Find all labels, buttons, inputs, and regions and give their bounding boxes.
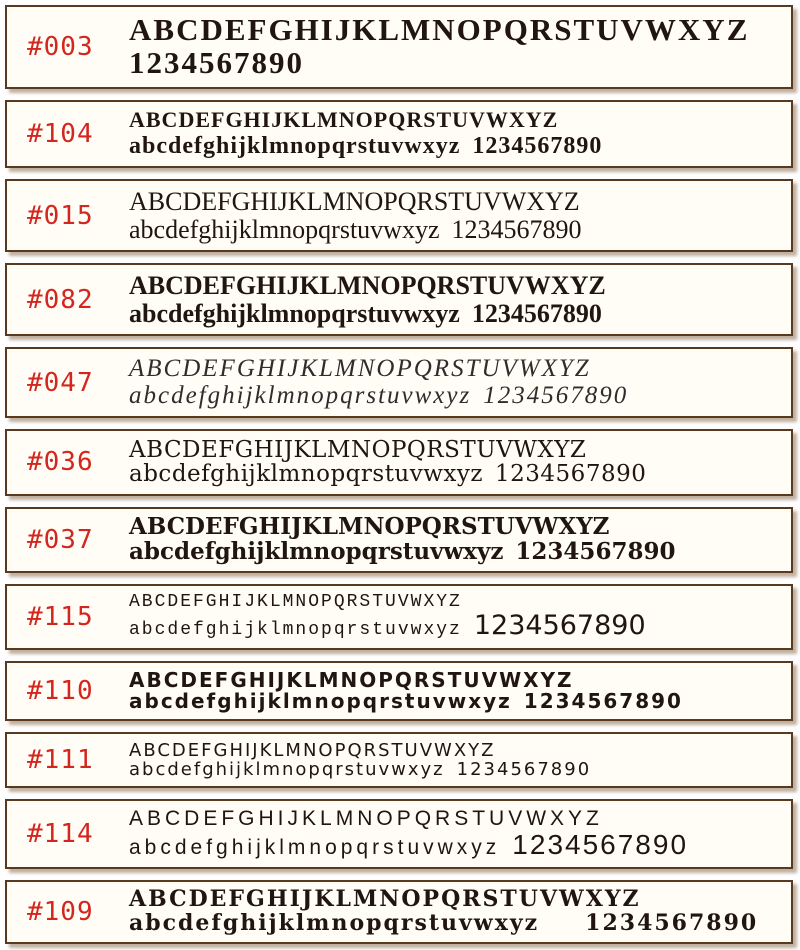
font-row-109[interactable]: #109 ABCDEFGHIJKLMNOPQRSTUVWXYZ abcdefgh… xyxy=(5,879,793,944)
lowercase-sample: abcdefghijklmnopqrstuvwxyz xyxy=(129,132,461,159)
uppercase-sample: ABCDEFGHIJKLMNOPQRSTUVWXYZ xyxy=(129,355,591,382)
uppercase-sample-line: ABCDEFGHIJKLMNOPQRSTUVWXYZ xyxy=(129,355,785,383)
lowercase-sample: abcdefghijklmnopqrstuvwxyz xyxy=(129,835,501,859)
uppercase-sample-line: ABCDEFGHIJKLMNOPQRSTUVWXYZ xyxy=(129,515,785,539)
digits-sample: 1234567890 xyxy=(515,537,676,565)
font-row-114[interactable]: #114 ABCDEFGHIJKLMNOPQRSTUVWXYZ abcdefgh… xyxy=(5,798,793,869)
font-row-015[interactable]: #015 ABCDEFGHIJKLMNOPQRSTUVWXYZ abcdefgh… xyxy=(5,179,793,253)
uppercase-sample: ABCDEFGHIJKLMNOPQRSTUVWXYZ xyxy=(129,886,641,913)
lowercase-sample: abcdefghijklmnopqrstuvwxyz xyxy=(129,620,462,641)
font-sample: ABCDEFGHIJKLMNOPQRSTUVWXYZ abcdefghijklm… xyxy=(129,438,791,487)
lowercase-digits-line: abcdefghijklmnopqrstuvwxyz 1234567890 xyxy=(129,760,785,779)
uppercase-sample: ABCDEFGHIJKLMNOPQRSTUVWXYZ xyxy=(129,513,610,541)
uppercase-sample-line: ABCDEFGHIJKLMNOPQRSTUVWXYZ xyxy=(129,741,785,760)
font-row-110[interactable]: #110 ABCDEFGHIJKLMNOPQRSTUVWXYZ abcdefgh… xyxy=(5,660,793,721)
lowercase-sample: abcdefghijklmnopqrstuvwxyz xyxy=(129,688,512,713)
font-row-111[interactable]: #111 ABCDEFGHIJKLMNOPQRSTUVWXYZ abcdefgh… xyxy=(5,731,793,788)
lowercase-digits-line: abcdefghijklmnopqrstuvwxyz 1234567890 xyxy=(129,830,785,860)
font-id: #111 xyxy=(27,744,94,775)
digits-sample: 1234567890 xyxy=(473,610,646,642)
digits-sample: 1234567890 xyxy=(495,461,647,488)
uppercase-sample-line: ABCDEFGHIJKLMNOPQRSTUVWXYZ xyxy=(129,272,785,300)
font-row-036[interactable]: #036 ABCDEFGHIJKLMNOPQRSTUVWXYZ abcdefgh… xyxy=(5,428,793,496)
font-id: #082 xyxy=(27,284,94,315)
digits-sample: 1234567890 xyxy=(512,828,689,860)
font-id: #114 xyxy=(27,818,94,849)
font-sample: ABCDEFGHIJKLMNOPQRSTUVWXYZ abcdefghijklm… xyxy=(129,355,791,410)
lowercase-sample: abcdefghijklmnopqrstuvwxyz xyxy=(129,381,472,409)
font-id: #047 xyxy=(27,367,94,398)
uppercase-sample: ABCDEFGHIJKLMNOPQRSTUVWXYZ xyxy=(129,591,462,612)
font-sample: ABCDEFGHIJKLMNOPQRSTUVWXYZ abcdefghijklm… xyxy=(129,515,791,564)
digits-sample: 1234567890 xyxy=(129,44,304,80)
uppercase-sample: ABCDEFGHIJKLMNOPQRSTUVWXYZ xyxy=(129,739,496,761)
uppercase-sample: ABCDEFGHIJKLMNOPQRSTUVWXYZ xyxy=(129,271,606,301)
lowercase-sample: abcdefghijklmnopqrstuvwxyz xyxy=(129,298,460,328)
font-id: #015 xyxy=(27,200,94,231)
uppercase-sample-line: ABCDEFGHIJKLMNOPQRSTUVWXYZ xyxy=(129,591,785,612)
digits-sample: 1234567890 xyxy=(472,132,603,159)
uppercase-sample: ABCDEFGHIJKLMNOPQRSTUVWXYZ xyxy=(129,436,587,463)
digits-sample-line: 1234567890 xyxy=(129,44,785,80)
uppercase-sample-line: ABCDEFGHIJKLMNOPQRSTUVWXYZ xyxy=(129,188,785,216)
font-id: #003 xyxy=(27,31,94,62)
uppercase-sample: ABCDEFGHIJKLMNOPQRSTUVWXYZ xyxy=(129,107,559,133)
font-sample: ABCDEFGHIJKLMNOPQRSTUVWXYZ abcdefghijklm… xyxy=(129,888,791,935)
uppercase-sample-line: ABCDEFGHIJKLMNOPQRSTUVWXYZ xyxy=(129,11,785,47)
uppercase-sample-line: ABCDEFGHIJKLMNOPQRSTUVWXYZ xyxy=(129,438,785,462)
font-sample: ABCDEFGHIJKLMNOPQRSTUVWXYZ abcdefghijklm… xyxy=(129,108,791,159)
uppercase-sample: ABCDEFGHIJKLMNOPQRSTUVWXYZ xyxy=(129,806,603,830)
font-id: #110 xyxy=(27,675,94,706)
lowercase-sample: abcdefghijklmnopqrstuvwxyz xyxy=(129,909,540,936)
font-sample: ABCDEFGHIJKLMNOPQRSTUVWXYZ abcdefghijklm… xyxy=(129,591,791,642)
lowercase-sample: abcdefghijklmnopqrstuvwxyz xyxy=(129,537,504,565)
uppercase-sample-line: ABCDEFGHIJKLMNOPQRSTUVWXYZ xyxy=(129,667,785,692)
font-sample: ABCDEFGHIJKLMNOPQRSTUVWXYZ 1234567890 xyxy=(129,11,791,80)
digits-sample: 1234567890 xyxy=(456,758,592,780)
digits-sample: 1234567890 xyxy=(483,381,629,409)
uppercase-sample: ABCDEFGHIJKLMNOPQRSTUVWXYZ xyxy=(129,11,750,47)
font-id: #109 xyxy=(27,896,94,927)
lowercase-digits-line: abcdefghijklmnopqrstuvwxyz 1234567890 xyxy=(129,381,785,410)
digits-sample: 1234567890 xyxy=(585,909,759,936)
lowercase-sample: abcdefghijklmnopqrstuvwxyz xyxy=(129,214,440,244)
uppercase-sample-line: ABCDEFGHIJKLMNOPQRSTUVWXYZ xyxy=(129,108,785,133)
font-row-082[interactable]: #082 ABCDEFGHIJKLMNOPQRSTUVWXYZ abcdefgh… xyxy=(5,263,793,337)
lowercase-digits-line: abcdefghijklmnopqrstuvwxyz 1234567890 xyxy=(129,462,785,486)
font-id: #036 xyxy=(27,447,94,478)
font-sample: ABCDEFGHIJKLMNOPQRSTUVWXYZ abcdefghijklm… xyxy=(129,188,791,243)
lowercase-digits-line: abcdefghijklmnopqrstuvwxyz 1234567890 xyxy=(129,214,785,244)
uppercase-sample: ABCDEFGHIJKLMNOPQRSTUVWXYZ xyxy=(129,187,580,217)
lowercase-sample: abcdefghijklmnopqrstuvwxyz xyxy=(129,758,445,780)
lowercase-digits-line: abcdefghijklmnopqrstuvwxyz 1234567890 xyxy=(129,537,785,565)
font-row-003[interactable]: #003 ABCDEFGHIJKLMNOPQRSTUVWXYZ 12345678… xyxy=(5,5,793,89)
font-row-115[interactable]: #115 ABCDEFGHIJKLMNOPQRSTUVWXYZ abcdefgh… xyxy=(5,584,793,650)
uppercase-sample-line: ABCDEFGHIJKLMNOPQRSTUVWXYZ xyxy=(129,806,785,830)
lowercase-sample: abcdefghijklmnopqrstuvwxyz xyxy=(129,461,484,488)
font-id: #115 xyxy=(27,601,94,632)
font-row-104[interactable]: #104 ABCDEFGHIJKLMNOPQRSTUVWXYZ abcdefgh… xyxy=(5,99,793,169)
digits-sample: 1234567890 xyxy=(471,298,602,328)
lowercase-digits-line: abcdefghijklmnopqrstuvwxyz 1234567890 xyxy=(129,132,785,159)
font-sample: ABCDEFGHIJKLMNOPQRSTUVWXYZ abcdefghijklm… xyxy=(129,272,791,327)
lowercase-digits-line: abcdefghijklmnopqrstuvwxyz 1234567890 xyxy=(129,909,785,936)
lowercase-digits-line: abcdefghijklmnopqrstuvwxyz 1234567890 xyxy=(129,610,785,642)
font-row-047[interactable]: #047 ABCDEFGHIJKLMNOPQRSTUVWXYZ abcdefgh… xyxy=(5,347,793,418)
digits-sample: 1234567890 xyxy=(451,214,582,244)
uppercase-sample-line: ABCDEFGHIJKLMNOPQRSTUVWXYZ xyxy=(129,888,785,911)
lowercase-digits-line: abcdefghijklmnopqrstuvwxyz 1234567890 xyxy=(129,688,785,713)
font-id: #104 xyxy=(27,118,94,149)
font-sample: ABCDEFGHIJKLMNOPQRSTUVWXYZ abcdefghijklm… xyxy=(129,806,791,860)
lowercase-digits-line: abcdefghijklmnopqrstuvwxyz 1234567890 xyxy=(129,298,785,328)
font-sample: ABCDEFGHIJKLMNOPQRSTUVWXYZ abcdefghijklm… xyxy=(129,667,791,713)
digits-sample: 1234567890 xyxy=(523,688,683,713)
uppercase-sample: ABCDEFGHIJKLMNOPQRSTUVWXYZ xyxy=(129,667,574,692)
font-sample: ABCDEFGHIJKLMNOPQRSTUVWXYZ abcdefghijklm… xyxy=(129,741,791,779)
font-id: #037 xyxy=(27,524,94,555)
font-row-037[interactable]: #037 ABCDEFGHIJKLMNOPQRSTUVWXYZ abcdefgh… xyxy=(5,506,793,574)
